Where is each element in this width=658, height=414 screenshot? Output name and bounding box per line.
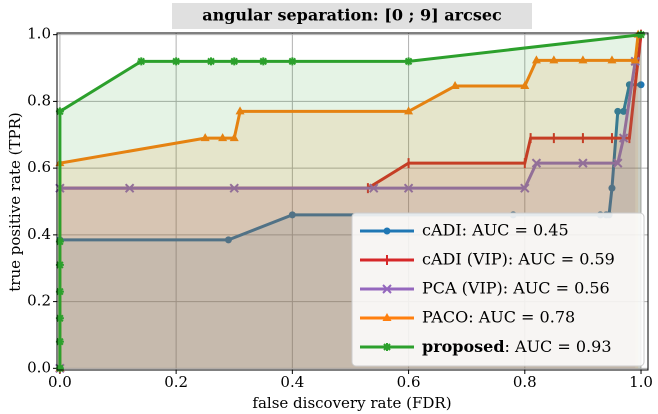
marker [218,133,228,142]
y-tick-label: 0.8 [27,91,51,109]
marker [383,227,391,235]
marker [206,57,215,66]
legend-label: PCA (VIP): AUC = 0.56 [422,279,610,298]
marker [172,57,181,66]
x-tick-label: 0.0 [48,373,72,391]
plot-frame [56,32,649,371]
marker [620,107,628,115]
marker [137,57,146,66]
marker [403,183,414,193]
marker [288,57,297,66]
legend-box [351,212,645,367]
marker [578,158,588,168]
marker [55,107,64,116]
legend-label-rest: : AUC = 0.93 [505,337,612,356]
marker [607,55,617,64]
marker [520,183,530,193]
y-tick-label: 1.0 [27,25,51,43]
y-tick-label: 0.4 [27,225,51,243]
marker [55,237,64,246]
y-tick-label: 0.6 [27,158,51,176]
marker [55,364,64,373]
marker [637,30,646,39]
marker [383,343,391,351]
x-tick-label: 0.6 [397,373,421,391]
x-axis-label: false discovery rate (FDR) [252,394,451,412]
marker [578,55,588,64]
x-tick-label: 0.8 [513,373,537,391]
legend: cADI: AUC = 0.45 cADI (VIP): AUC = 0.59 PC… [351,212,645,367]
marker [450,81,460,90]
legend-label-bold: proposed [422,337,505,356]
series-line [58,61,637,369]
marker [124,183,135,193]
marker [613,158,623,168]
marker [288,211,296,219]
marker [224,236,232,244]
marker [404,57,413,66]
marker [382,284,392,294]
legend-label: proposed: AUC = 0.93 [422,337,612,356]
legend-label: PACO: AUC = 0.78 [422,308,575,327]
marker [531,158,542,168]
title-box [172,3,532,29]
marker [531,55,541,64]
marker [259,57,268,66]
marker [369,183,379,193]
x-tick-label: 0.2 [164,373,188,391]
legend-label: cADI: AUC = 0.45 [422,221,569,240]
legend-label: cADI (VIP): AUC = 0.59 [422,250,615,269]
marker [608,184,616,192]
marker [382,313,392,321]
x-tick-label: 0.4 [280,373,304,391]
y-tick-label: 0.2 [27,292,51,310]
marker [55,314,64,323]
marker [404,106,414,115]
marker [630,55,640,64]
marker [235,106,245,115]
y-axis-label: true positive rate (TPR) [6,112,24,291]
marker [618,133,629,143]
marker [55,337,64,346]
marker [229,183,239,193]
marker [55,287,64,296]
x-tick-label: 1.0 [629,373,653,391]
marker [614,107,622,115]
marker [229,133,239,142]
marker [200,133,210,142]
marker [549,55,559,64]
marker [520,81,530,90]
chart-title: angular separation: [0 ; 9] arcsec [202,6,502,25]
marker [230,57,239,66]
y-tick-label: 0.0 [27,358,51,376]
marker [55,260,64,269]
marker [637,81,645,89]
